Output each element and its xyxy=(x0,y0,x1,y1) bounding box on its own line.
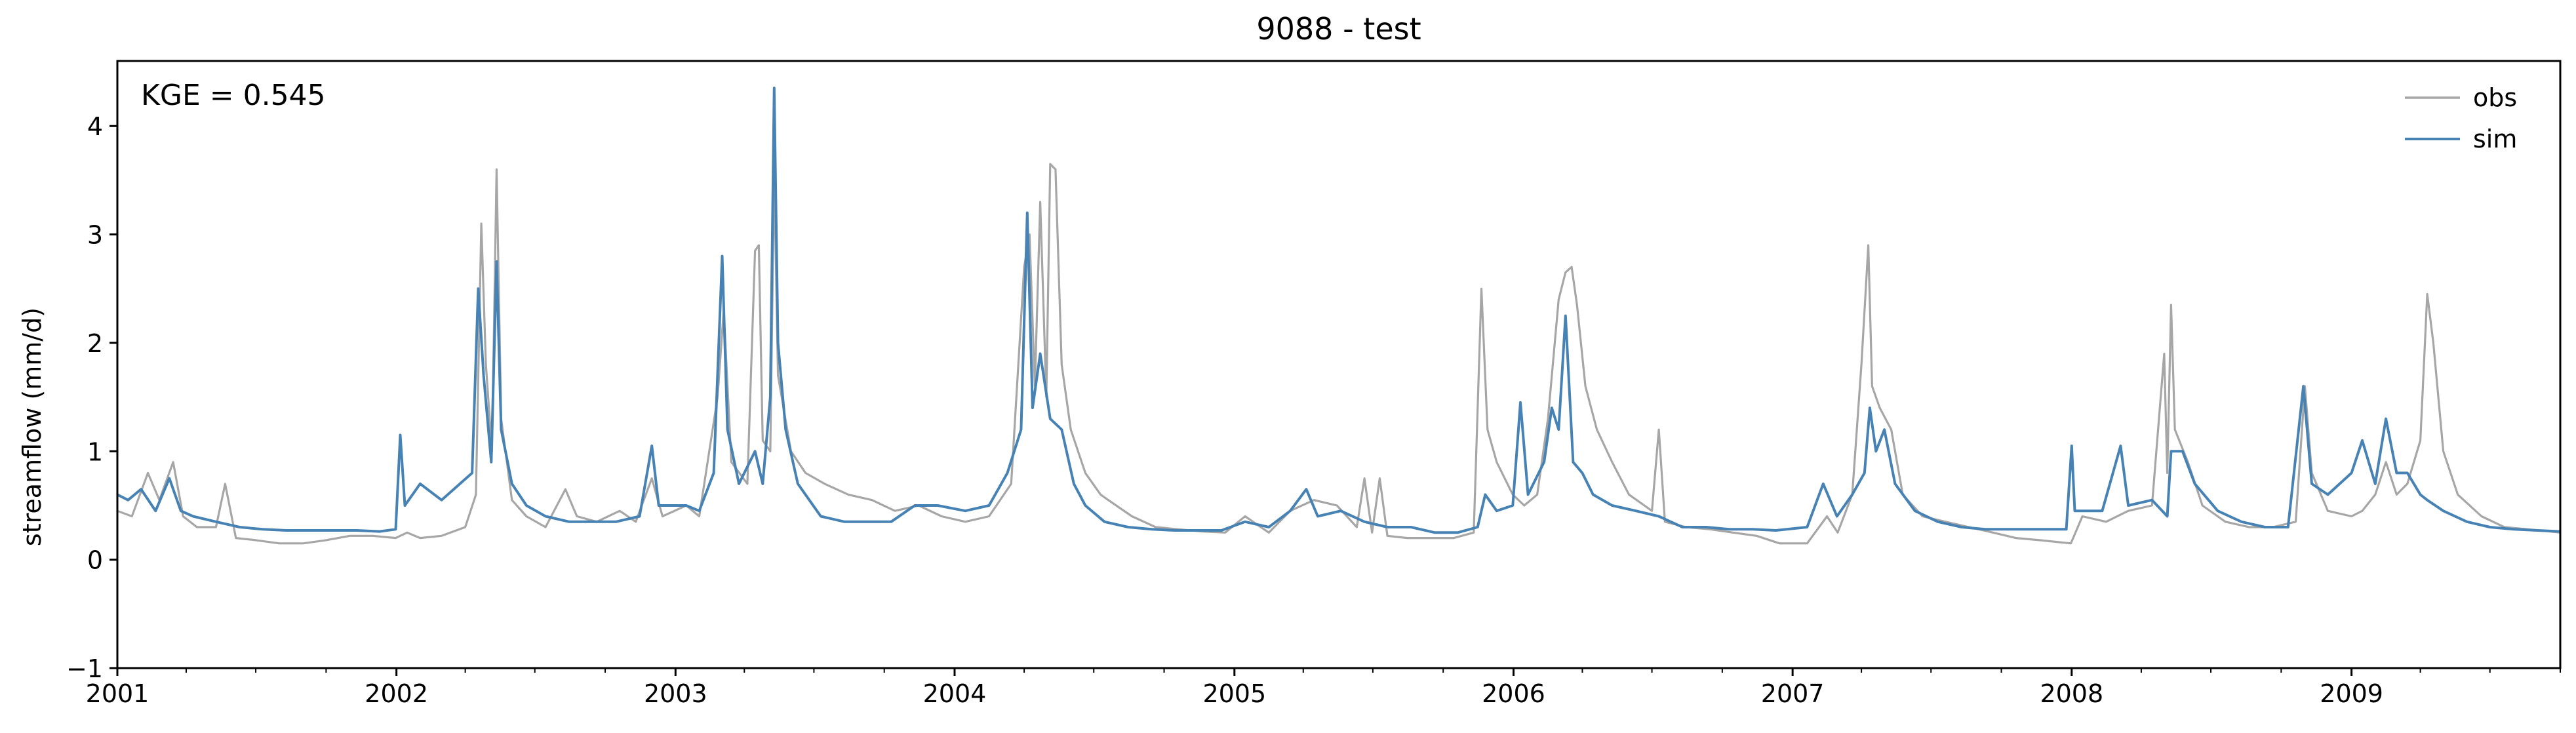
y-axis-ticks: −1 0 1 2 3 4 xyxy=(66,112,117,683)
y-tick-label: 2 xyxy=(87,329,103,358)
x-tick-label: 2007 xyxy=(1761,679,1825,708)
y-tick-label: 1 xyxy=(87,437,103,466)
plot-lines xyxy=(117,87,2560,545)
series-line-sim xyxy=(117,87,2560,534)
kge-annotation: KGE = 0.545 xyxy=(141,79,326,112)
x-tick-label: 2008 xyxy=(2040,679,2103,708)
legend: obs sim xyxy=(2405,83,2517,153)
chart-title: 9088 - test xyxy=(1256,11,1421,47)
x-tick-label: 2004 xyxy=(923,679,987,708)
y-tick-label: 3 xyxy=(87,221,103,250)
series-line-obs xyxy=(117,163,2560,545)
y-tick-label: 0 xyxy=(87,546,103,575)
y-axis-label: streamflow (mm/d) xyxy=(18,307,47,546)
y-tick-label: −1 xyxy=(66,654,103,683)
x-axis-ticks: 2001 2002 2003 2004 2005 2006 2007 2008 2009 xyxy=(86,668,2561,708)
x-tick-label: 2001 xyxy=(86,679,149,708)
plot-frame xyxy=(116,60,2562,669)
x-tick-label: 2005 xyxy=(1202,679,1266,708)
y-tick-label: 4 xyxy=(87,112,103,141)
x-tick-label: 2009 xyxy=(2320,679,2383,708)
x-tick-label: 2002 xyxy=(365,679,428,708)
legend-label-obs: obs xyxy=(2473,83,2517,112)
x-tick-label: 2006 xyxy=(1482,679,1545,708)
legend-label-sim: sim xyxy=(2473,125,2517,153)
x-tick-label: 2003 xyxy=(644,679,707,708)
